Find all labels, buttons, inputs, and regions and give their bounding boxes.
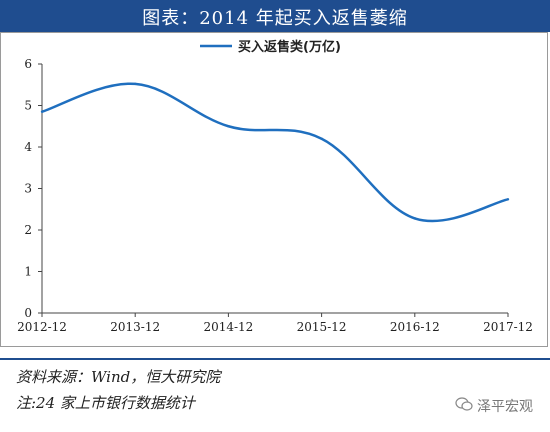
x-tick-label: 2012-12 <box>17 320 67 334</box>
series-line <box>41 82 509 223</box>
wechat-icon <box>455 397 473 411</box>
title-bar <box>0 0 550 32</box>
line-chart: 买入返售类(万亿) 0 1 2 3 4 5 6 2012-12 2013-12 2014-12 20… <box>17 39 533 334</box>
data-point <box>506 198 510 201</box>
y-tick-label: 6 <box>24 57 32 71</box>
data-point <box>320 137 323 140</box>
y-tick-label: 5 <box>24 99 32 113</box>
x-tick-label: 2013-12 <box>110 320 160 334</box>
x-tick-label: 2016-12 <box>390 320 440 334</box>
x-tick-label: 2014-12 <box>203 320 253 334</box>
watermark-text: 泽平宏观 <box>477 399 533 415</box>
data-point <box>413 217 416 220</box>
source-note: 资料来源：Wind，恒大研究院 <box>16 368 221 386</box>
data-point <box>40 110 44 113</box>
data-point <box>227 125 230 128</box>
y-tick-label: 4 <box>24 140 32 154</box>
page-title: 图表：2014 年起买入返售萎缩 <box>142 8 408 29</box>
y-tick-label: 3 <box>24 182 32 196</box>
x-tick-label: 2015-12 <box>297 320 347 334</box>
series-layer <box>40 82 510 223</box>
footnote: 注:24 家上市银行数据统计 <box>16 394 195 412</box>
x-tick-label: 2017-12 <box>483 320 533 334</box>
chart-frame <box>0 32 548 347</box>
y-tick-label: 0 <box>24 306 32 320</box>
divider <box>0 358 550 360</box>
legend-label: 买入返售类(万亿) <box>238 39 341 55</box>
axes: 0 1 2 3 4 5 6 2012-12 2013-12 2014-12 2015-12 2016-… <box>17 57 533 334</box>
legend: 买入返售类(万亿) <box>200 39 341 55</box>
data-point <box>134 82 137 86</box>
y-tick-label: 1 <box>24 265 32 279</box>
y-tick-label: 2 <box>24 223 32 237</box>
